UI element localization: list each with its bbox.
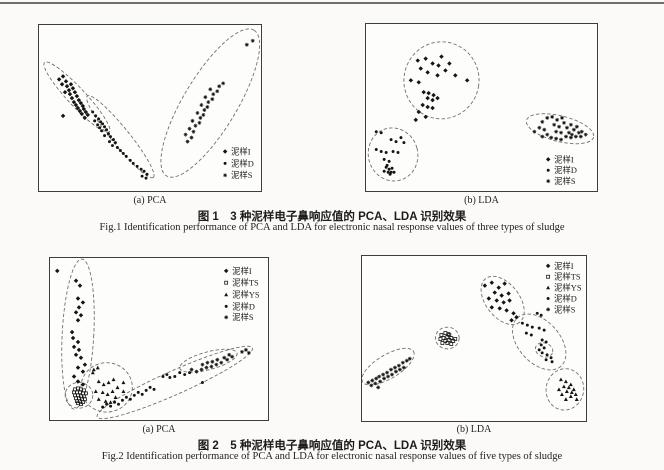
fig1-caption-zh: 图 1 3 种泥样电子鼻响应值的 PCA、LDA 识别效果: [197, 211, 467, 223]
legend-label: 泥样D: [554, 293, 577, 303]
legend-label: 泥样YS: [232, 290, 260, 300]
legend-label: 泥样D: [554, 165, 577, 175]
fig1-caption-en: Fig.1 Identification performance of PCA …: [99, 222, 565, 233]
series-泥样YS: [556, 377, 579, 401]
series-泥样S: [366, 356, 412, 390]
legend-label: 泥样S: [554, 176, 576, 186]
fig2-pca-plot: 泥样I 泥样TS 泥样YS 泥样D 泥样S: [49, 257, 269, 421]
series-泥样D: [101, 371, 204, 409]
series-泥样YS: [90, 365, 126, 404]
legend-label: 泥样I: [232, 266, 252, 276]
legend-label: 泥样S: [554, 304, 576, 314]
legend-label: 泥样I: [231, 146, 251, 156]
legend-label: 泥样S: [232, 312, 254, 322]
fig2-caption-zh: 图 2 5 种泥样电子鼻响应值的 PCA、LDA 识别效果: [197, 440, 467, 452]
series-泥样D: [91, 110, 149, 180]
fig1-lda-label: (b) LDA: [464, 195, 499, 206]
legend-label: 泥样S: [231, 170, 253, 180]
legend-label: 泥样D: [232, 301, 255, 311]
series-泥样I: [408, 54, 470, 123]
fig1-pca-scatter: 泥样I 泥样D 泥样S: [43, 28, 261, 180]
fig2-lda-plot: 泥样I 泥样TS 泥样YS 泥样D 泥样S: [361, 255, 587, 422]
fig2-lda-label: (b) LDA: [456, 424, 492, 435]
series-泥样S: [532, 114, 588, 142]
fig2-caption-en: Fig.2 Identification performance of PCA …: [101, 451, 563, 462]
legend-label: 泥样TS: [554, 272, 581, 282]
legend-label: 泥样YS: [554, 283, 582, 293]
series-泥样D: [374, 130, 406, 176]
legend-label: 泥样TS: [232, 278, 259, 288]
series-泥样D: [520, 311, 554, 364]
fig1-pca-plot: 泥样I 泥样D 泥样S: [38, 24, 262, 192]
fig1-pca-label: (a) PCA: [133, 195, 167, 206]
fig1-lda-plot: 泥样I 泥样D 泥样S: [365, 23, 598, 192]
series-泥样TS: [72, 386, 88, 407]
fig2-pca-label: (a) PCA: [142, 424, 176, 435]
series-泥样S: [183, 38, 255, 144]
legend-label: 泥样I: [554, 154, 574, 164]
legend-label: 泥样I: [554, 261, 574, 271]
page-top-rule: [0, 2, 664, 4]
legend-label: 泥样D: [231, 158, 254, 168]
series-泥样I: [56, 74, 90, 121]
series-泥样I: [55, 268, 88, 387]
series-泥样S: [189, 347, 251, 374]
plot-legend: 泥样I 泥样D 泥样S: [222, 146, 254, 180]
series-泥样TS: [438, 331, 458, 346]
